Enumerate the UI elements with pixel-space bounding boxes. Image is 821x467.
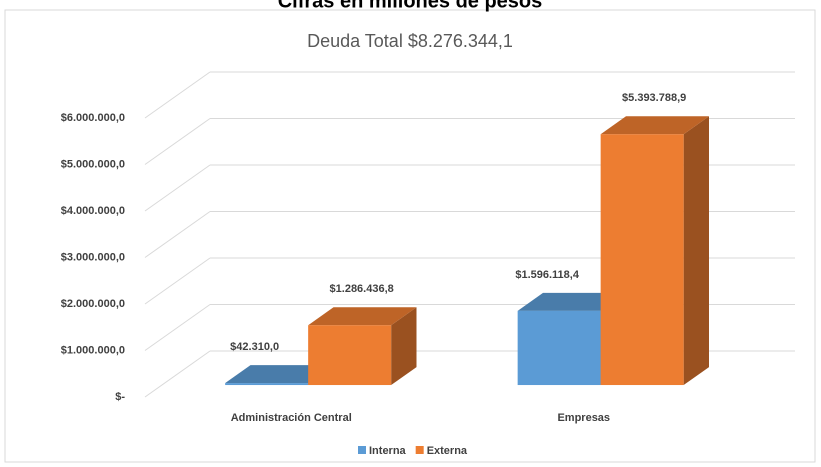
data-label: $1.286.436,8 [330,283,394,295]
y-tick-label: $2.000.000,0 [61,298,125,310]
data-label: $5.393.788,9 [622,92,686,104]
bar-side [391,307,417,386]
x-tick-label: Empresas [557,412,610,424]
y-tick-label: $4.000.000,0 [61,205,125,217]
chart-subtitle: Deuda Total $8.276.344,1 [307,31,513,51]
bar-top [308,307,417,326]
grid-line-side [144,350,211,398]
x-tick-label: Administración Central [231,412,352,424]
bar [225,383,309,386]
bar-side [683,116,709,386]
bar [517,310,601,386]
legend-label: Interna [369,445,407,457]
bar-top [517,292,626,311]
data-label: $1.596.118,4 [515,269,580,281]
grid-line-side [144,71,211,119]
legend-label: Externa [427,445,468,457]
y-tick-label: $- [115,391,125,403]
legend-swatch [415,446,424,454]
y-tick-label: $6.000.000,0 [61,112,125,124]
bar [308,325,392,386]
bar-top [600,116,709,135]
chart-title: Cifras en millones de pesos [278,0,543,12]
y-tick-label: $3.000.000,0 [61,251,125,263]
grid-line-side [144,304,211,351]
y-tick-label: $5.000.000,0 [61,158,125,170]
y-tick-label: $1.000.000,0 [61,344,125,356]
legend-swatch [358,446,366,454]
grid-line-side [144,118,211,165]
bar [600,134,684,386]
data-label: $42.310,0 [230,341,279,353]
grid-line-side [144,164,211,212]
bar-top [225,365,334,384]
grid-line-side [144,257,211,305]
grid-line-side [144,211,211,258]
